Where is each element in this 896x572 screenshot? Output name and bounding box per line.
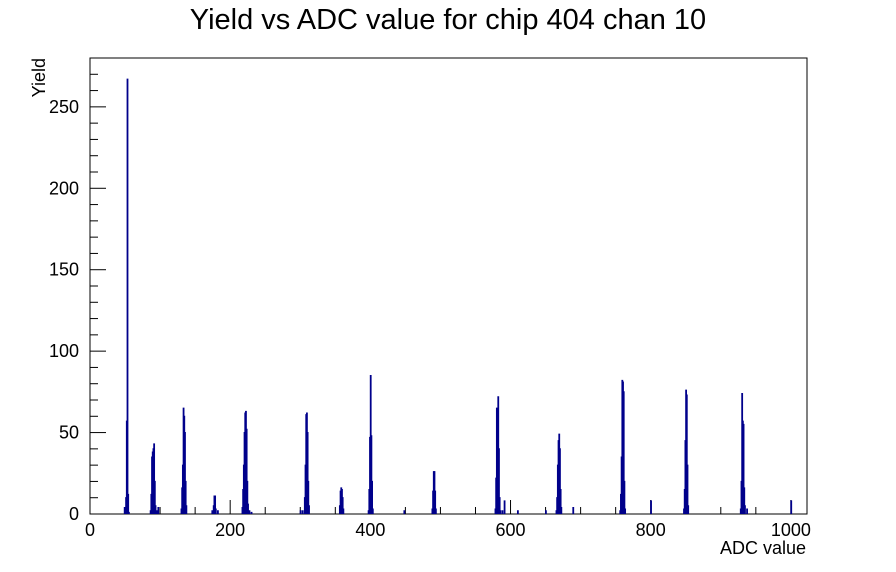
y-tick-label: 100: [49, 341, 79, 361]
x-axis: 0 200 400 600 800 1000: [85, 500, 811, 540]
histogram-bin: [560, 506, 563, 514]
histogram-bin: [503, 500, 506, 514]
histogram-bin: [301, 510, 304, 514]
histogram-bin: [434, 508, 437, 514]
histogram-bin: [247, 503, 249, 514]
histogram-bin: [742, 423, 745, 514]
y-tick-label: 150: [49, 260, 79, 280]
histogram-bin: [126, 78, 129, 514]
histogram-bin: [370, 435, 373, 514]
histogram-bin: [217, 510, 219, 514]
histogram-bin: [559, 489, 562, 514]
histogram-bin: [153, 480, 156, 514]
x-tick-label: 800: [636, 520, 666, 540]
histogram-bin: [744, 505, 746, 514]
histogram-bin: [746, 508, 748, 514]
histogram-bin: [623, 480, 626, 514]
histogram-bin: [622, 391, 625, 514]
x-tick-label: 400: [355, 520, 385, 540]
histogram-bin: [307, 480, 310, 514]
histogram-bin: [498, 448, 500, 514]
y-axis: 0 50 100 150 200 250: [49, 57, 106, 524]
histogram-bin: [342, 508, 345, 514]
histogram-bin: [790, 500, 793, 514]
histogram-bin: [157, 506, 160, 514]
x-axis-label: ADC value: [720, 538, 806, 558]
histogram-bin: [154, 505, 157, 514]
histogram-bin: [299, 510, 302, 514]
histogram-bin: [128, 511, 130, 514]
histogram-bin: [245, 428, 248, 514]
histogram-bin: [184, 480, 187, 514]
histogram-bin: [371, 480, 373, 514]
histogram-bin: [250, 511, 253, 514]
y-tick-label: 200: [49, 178, 79, 198]
histogram-bin: [516, 510, 519, 514]
histogram-bin: [246, 480, 249, 514]
histogram-bin: [498, 497, 501, 514]
histogram-bin: [214, 495, 217, 514]
histogram-bin: [127, 493, 130, 514]
histogram-bin: [559, 448, 561, 514]
histogram-bin: [650, 500, 652, 514]
histogram-bin: [153, 443, 156, 514]
histogram-bin: [341, 497, 344, 514]
x-tick-label: 600: [496, 520, 526, 540]
histogram-bin: [743, 487, 746, 514]
y-axis-label: Yield: [29, 58, 49, 97]
histogram-bin: [686, 464, 689, 514]
histogram-bin: [185, 505, 188, 514]
histogram-bin: [572, 506, 575, 514]
histogram-bin: [501, 510, 504, 514]
histogram-bin: [434, 490, 437, 514]
x-tick-label: 200: [215, 520, 245, 540]
y-tick-label: 0: [69, 504, 79, 524]
chart-title: Yield vs ADC value for chip 404 chan 10: [190, 4, 706, 36]
histogram-bin: [624, 508, 627, 514]
histogram-bin: [685, 394, 688, 514]
histogram-bin: [156, 510, 158, 514]
y-tick-label: 50: [59, 423, 79, 443]
histogram-bin: [545, 510, 547, 514]
plot-frame: [89, 57, 808, 515]
histogram-bin: [214, 508, 217, 514]
histogram-bin: [248, 510, 251, 514]
histogram-series: [123, 78, 793, 514]
histogram-bin: [403, 510, 406, 514]
x-tick-label: 1000: [771, 520, 811, 540]
histogram-bin: [123, 506, 126, 514]
x-tick-label: 0: [85, 520, 95, 540]
histogram-bin: [499, 510, 502, 514]
histogram-bin: [687, 505, 690, 514]
histogram-bin: [306, 432, 309, 514]
histogram-bin: [184, 432, 186, 514]
histogram-bin: [371, 508, 374, 514]
y-tick-label: 250: [49, 97, 79, 117]
histogram-bin: [308, 505, 310, 514]
